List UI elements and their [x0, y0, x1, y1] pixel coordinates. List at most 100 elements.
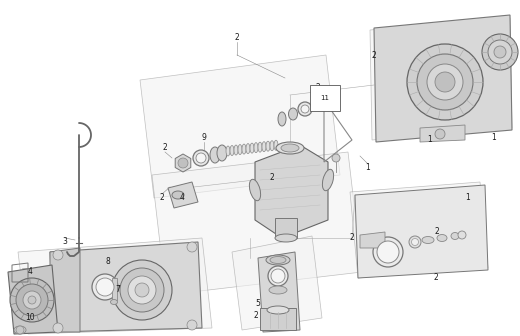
Text: 1: 1	[366, 164, 370, 172]
Text: 2: 2	[316, 84, 320, 92]
Ellipse shape	[270, 256, 286, 263]
Ellipse shape	[451, 233, 459, 240]
Ellipse shape	[238, 144, 242, 155]
Circle shape	[435, 72, 455, 92]
Circle shape	[53, 250, 63, 260]
Circle shape	[196, 153, 206, 163]
Circle shape	[407, 44, 483, 120]
Circle shape	[298, 102, 312, 116]
Polygon shape	[374, 15, 512, 142]
Circle shape	[268, 266, 288, 286]
Circle shape	[128, 276, 156, 304]
Text: 11: 11	[320, 95, 330, 101]
Ellipse shape	[269, 286, 287, 294]
Text: 4: 4	[28, 267, 32, 277]
Text: 2: 2	[163, 143, 167, 153]
Circle shape	[96, 278, 114, 296]
Circle shape	[377, 241, 399, 263]
Polygon shape	[8, 265, 58, 334]
Text: 2: 2	[254, 311, 258, 321]
Text: 10: 10	[25, 313, 35, 323]
Text: 8: 8	[106, 257, 110, 266]
Circle shape	[458, 231, 466, 239]
Circle shape	[411, 239, 419, 246]
Text: 2: 2	[435, 227, 439, 237]
Ellipse shape	[278, 112, 286, 126]
Text: 2: 2	[160, 194, 164, 203]
Ellipse shape	[242, 144, 246, 154]
Circle shape	[409, 236, 421, 248]
Circle shape	[53, 323, 63, 333]
Circle shape	[271, 269, 285, 283]
Ellipse shape	[289, 108, 297, 120]
Text: 2: 2	[235, 34, 239, 42]
Ellipse shape	[275, 234, 297, 242]
Polygon shape	[350, 182, 488, 278]
Ellipse shape	[274, 140, 278, 150]
Ellipse shape	[266, 255, 290, 265]
Text: 7: 7	[115, 285, 121, 294]
Circle shape	[10, 278, 54, 322]
Text: 2: 2	[349, 233, 354, 242]
Text: 9: 9	[202, 133, 206, 142]
Ellipse shape	[111, 299, 118, 304]
Circle shape	[482, 34, 518, 70]
Polygon shape	[168, 182, 198, 208]
Ellipse shape	[234, 145, 238, 155]
Circle shape	[92, 274, 118, 300]
Text: 1: 1	[427, 135, 432, 144]
Ellipse shape	[422, 237, 434, 244]
Circle shape	[427, 64, 463, 100]
Circle shape	[193, 150, 209, 166]
Ellipse shape	[267, 306, 289, 314]
Polygon shape	[50, 248, 80, 332]
Polygon shape	[175, 154, 191, 172]
Ellipse shape	[270, 141, 274, 151]
Polygon shape	[140, 55, 340, 198]
Ellipse shape	[437, 235, 447, 242]
Polygon shape	[232, 236, 322, 330]
Ellipse shape	[254, 143, 258, 153]
Circle shape	[301, 105, 309, 113]
Circle shape	[16, 326, 24, 334]
Ellipse shape	[246, 143, 250, 154]
Text: 4: 4	[179, 194, 185, 203]
Ellipse shape	[313, 98, 321, 110]
Circle shape	[16, 284, 48, 316]
Circle shape	[187, 320, 197, 330]
Ellipse shape	[230, 145, 234, 156]
Ellipse shape	[14, 326, 26, 334]
Polygon shape	[255, 145, 328, 238]
Circle shape	[373, 237, 403, 267]
Polygon shape	[50, 242, 202, 332]
Circle shape	[120, 268, 164, 312]
Ellipse shape	[250, 179, 261, 201]
Polygon shape	[355, 185, 488, 278]
Ellipse shape	[250, 143, 254, 153]
Polygon shape	[18, 238, 212, 334]
Circle shape	[417, 54, 473, 110]
Circle shape	[187, 242, 197, 252]
Polygon shape	[152, 152, 362, 295]
Text: 3: 3	[62, 238, 68, 247]
Text: 2: 2	[372, 50, 376, 59]
Ellipse shape	[217, 145, 227, 161]
Ellipse shape	[281, 144, 299, 152]
Bar	[275, 218, 297, 238]
Bar	[112, 278, 117, 300]
Circle shape	[178, 158, 188, 168]
Circle shape	[494, 46, 506, 58]
Polygon shape	[360, 232, 385, 248]
Polygon shape	[258, 252, 300, 332]
Ellipse shape	[172, 191, 184, 199]
Text: 1: 1	[491, 133, 497, 142]
Circle shape	[488, 40, 512, 64]
Ellipse shape	[210, 147, 220, 163]
Text: 1: 1	[465, 194, 471, 203]
Ellipse shape	[262, 142, 266, 152]
Ellipse shape	[226, 146, 230, 156]
Text: 2: 2	[434, 274, 438, 283]
Circle shape	[435, 129, 445, 139]
Circle shape	[23, 291, 41, 309]
Polygon shape	[370, 18, 512, 140]
